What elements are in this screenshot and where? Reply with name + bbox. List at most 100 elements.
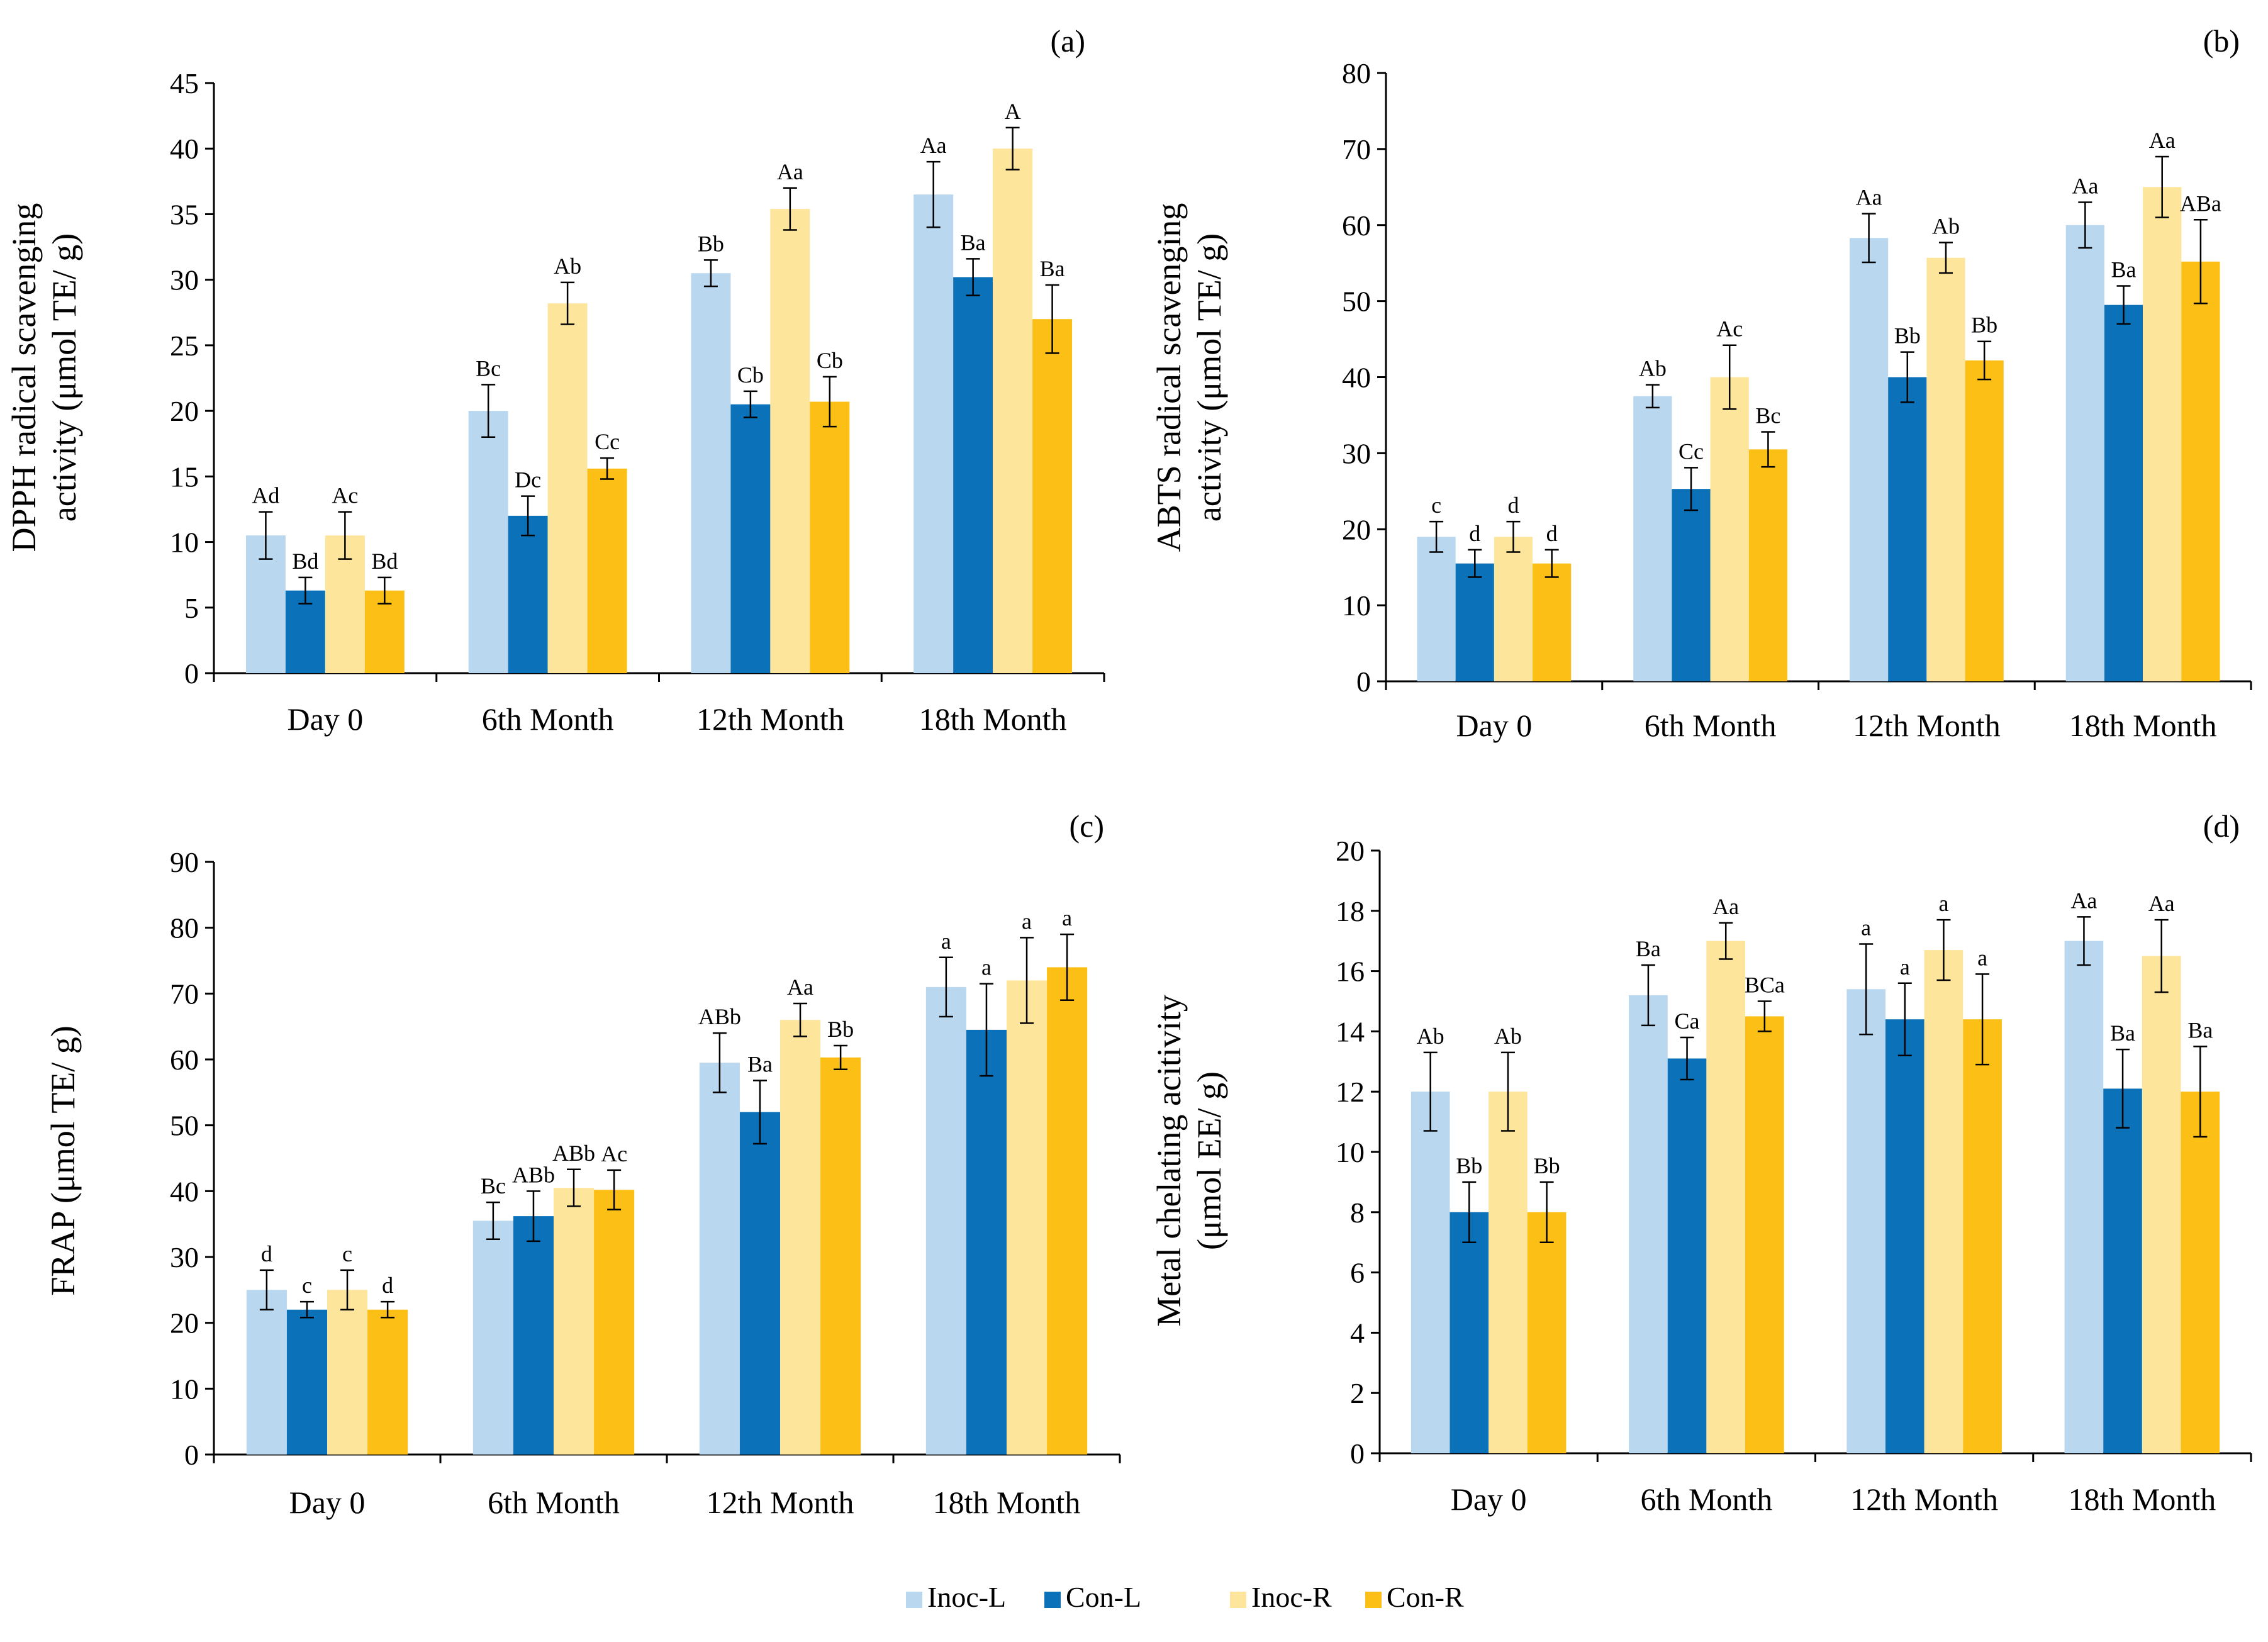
y-tick-label: 40 <box>1342 362 1371 394</box>
significance-label: Bb <box>1971 313 1997 338</box>
legend-swatch-con-r <box>1365 1592 1382 1608</box>
significance-label: Ba <box>2187 1017 2213 1042</box>
significance-label: Ba <box>1636 936 1661 961</box>
y-tick-label: 5 <box>184 592 199 624</box>
y-axis-label: FRAP (μmol TE/ g) <box>44 1025 82 1296</box>
bar-inoc-l <box>1850 238 1889 682</box>
y-tick-label: 25 <box>170 330 199 362</box>
bar-con-r <box>1965 360 2004 681</box>
bar-con-l <box>2103 1088 2142 1453</box>
y-tick-label: 35 <box>170 198 199 230</box>
bar-con-r <box>1527 1212 1567 1453</box>
bar-con-l <box>953 277 993 673</box>
bar-con-r <box>820 1057 861 1455</box>
legend-label: Con-L <box>1066 1581 1141 1613</box>
y-tick-label: 4 <box>1350 1317 1365 1349</box>
bar-con-r <box>1963 1019 2002 1453</box>
bar-inoc-r <box>1489 1092 1528 1453</box>
panel-b-chart: 0 10 20 30 40 50 60 70 80 Day 0 c d d d 6th Month Ab Cc A… <box>1150 23 2252 743</box>
significance-label: a <box>941 929 951 954</box>
y-tick-label: 80 <box>1342 57 1371 89</box>
significance-label: a <box>1861 915 1871 940</box>
legend-swatch-con-l <box>1044 1592 1061 1608</box>
y-tick-label: 20 <box>170 395 199 427</box>
y-tick-label: 30 <box>1342 437 1371 469</box>
significance-label: c <box>302 1273 312 1298</box>
significance-label: Ba <box>2110 1020 2135 1046</box>
significance-label: Ba <box>2111 257 2137 282</box>
significance-label: Ac <box>332 483 358 508</box>
bar-con-r <box>810 401 850 673</box>
significance-label: Ac <box>601 1141 627 1166</box>
significance-label: Bb <box>1456 1153 1482 1178</box>
y-tick-label: 15 <box>170 461 199 493</box>
y-tick-label: 8 <box>1350 1197 1365 1229</box>
significance-label: d <box>1507 493 1519 518</box>
panel-d-chart: 0 2 4 6 8 10 12 14 16 18 20 Day 0 Ab Bb Ab Bb 6th Month B… <box>1150 808 2252 1517</box>
significance-label: d <box>261 1241 272 1266</box>
x-tick-label: Day 0 <box>289 1485 366 1520</box>
y-axis-label-line: Metal chelating acitivity <box>1150 995 1188 1327</box>
y-tick-label: 20 <box>1342 513 1371 545</box>
significance-label: BCa <box>1745 973 1785 998</box>
y-axis-label-line: FRAP (μmol TE/ g) <box>44 1025 82 1296</box>
y-tick-label: 10 <box>170 527 199 559</box>
significance-label: Aa <box>787 975 813 1000</box>
y-tick-label: 70 <box>1342 133 1371 165</box>
bar-con-l <box>2104 304 2143 681</box>
bar-con-r <box>594 1190 635 1455</box>
y-tick-label: 0 <box>1350 1438 1365 1470</box>
legend-label: Inoc-L <box>927 1581 1006 1613</box>
significance-label: Ab <box>1639 356 1667 381</box>
bar-inoc-r <box>1007 980 1047 1455</box>
y-tick-label: 30 <box>170 264 199 296</box>
significance-label: Ba <box>1040 256 1065 281</box>
significance-label: Bb <box>1534 1153 1560 1178</box>
y-tick-label: 10 <box>1336 1136 1365 1168</box>
bar-inoc-l <box>1633 396 1672 681</box>
panel-label: (c) <box>1070 808 1105 844</box>
bar-inoc-l <box>691 273 731 673</box>
bar-con-r <box>2181 261 2220 681</box>
significance-label: Bc <box>481 1173 506 1198</box>
significance-label: Bb <box>698 231 724 256</box>
x-tick-label: 18th Month <box>2069 1482 2216 1517</box>
significance-label: A <box>1005 99 1021 124</box>
y-tick-label: 80 <box>170 912 199 944</box>
y-tick-label: 40 <box>170 1175 199 1207</box>
y-axis-label: ABTS radical scavengingactivity (μmol TE… <box>1150 203 1228 552</box>
y-tick-label: 90 <box>170 846 199 878</box>
x-tick-label: 18th Month <box>919 701 1067 737</box>
x-tick-label: 12th Month <box>1853 708 2001 743</box>
bar-con-r <box>1047 967 1088 1455</box>
x-tick-label: Day 0 <box>287 701 363 737</box>
x-tick-label: 18th Month <box>2069 708 2217 743</box>
significance-label: a <box>1062 905 1072 930</box>
x-tick-label: 6th Month <box>1641 1482 1773 1517</box>
bar-inoc-r <box>1924 950 1964 1453</box>
bar-inoc-r <box>554 1188 595 1455</box>
significance-label: a <box>1977 945 1987 970</box>
bar-con-r <box>367 1309 408 1455</box>
panel-a-chart: 0 5 10 15 20 25 30 35 40 45 Day 0 Ad Bd Ac Bd 6th Month… <box>5 23 1105 737</box>
significance-label: ABb <box>698 1004 741 1029</box>
bar-con-l <box>730 404 771 673</box>
y-tick-label: 60 <box>170 1044 199 1076</box>
bar-inoc-r <box>2142 956 2181 1453</box>
significance-label: d <box>382 1273 393 1298</box>
x-tick-label: Day 0 <box>1451 1482 1527 1517</box>
bar-inoc-r <box>327 1290 368 1455</box>
significance-label: Bc <box>1755 403 1780 428</box>
significance-label: d <box>1546 521 1558 546</box>
significance-label: Ab <box>1494 1024 1522 1049</box>
bar-inoc-r <box>1706 941 1746 1453</box>
y-tick-label: 0 <box>184 657 199 690</box>
bar-con-l <box>1888 377 1927 681</box>
bar-inoc-r <box>1710 377 1749 681</box>
y-tick-label: 12 <box>1336 1076 1365 1108</box>
significance-label: Bd <box>292 549 318 574</box>
y-axis-label-line: activity (μmol TE/ g) <box>1190 233 1228 522</box>
legend-swatch-inoc-l <box>906 1592 922 1608</box>
x-tick-label: 12th Month <box>707 1485 854 1520</box>
bar-con-l <box>1667 1058 1707 1453</box>
